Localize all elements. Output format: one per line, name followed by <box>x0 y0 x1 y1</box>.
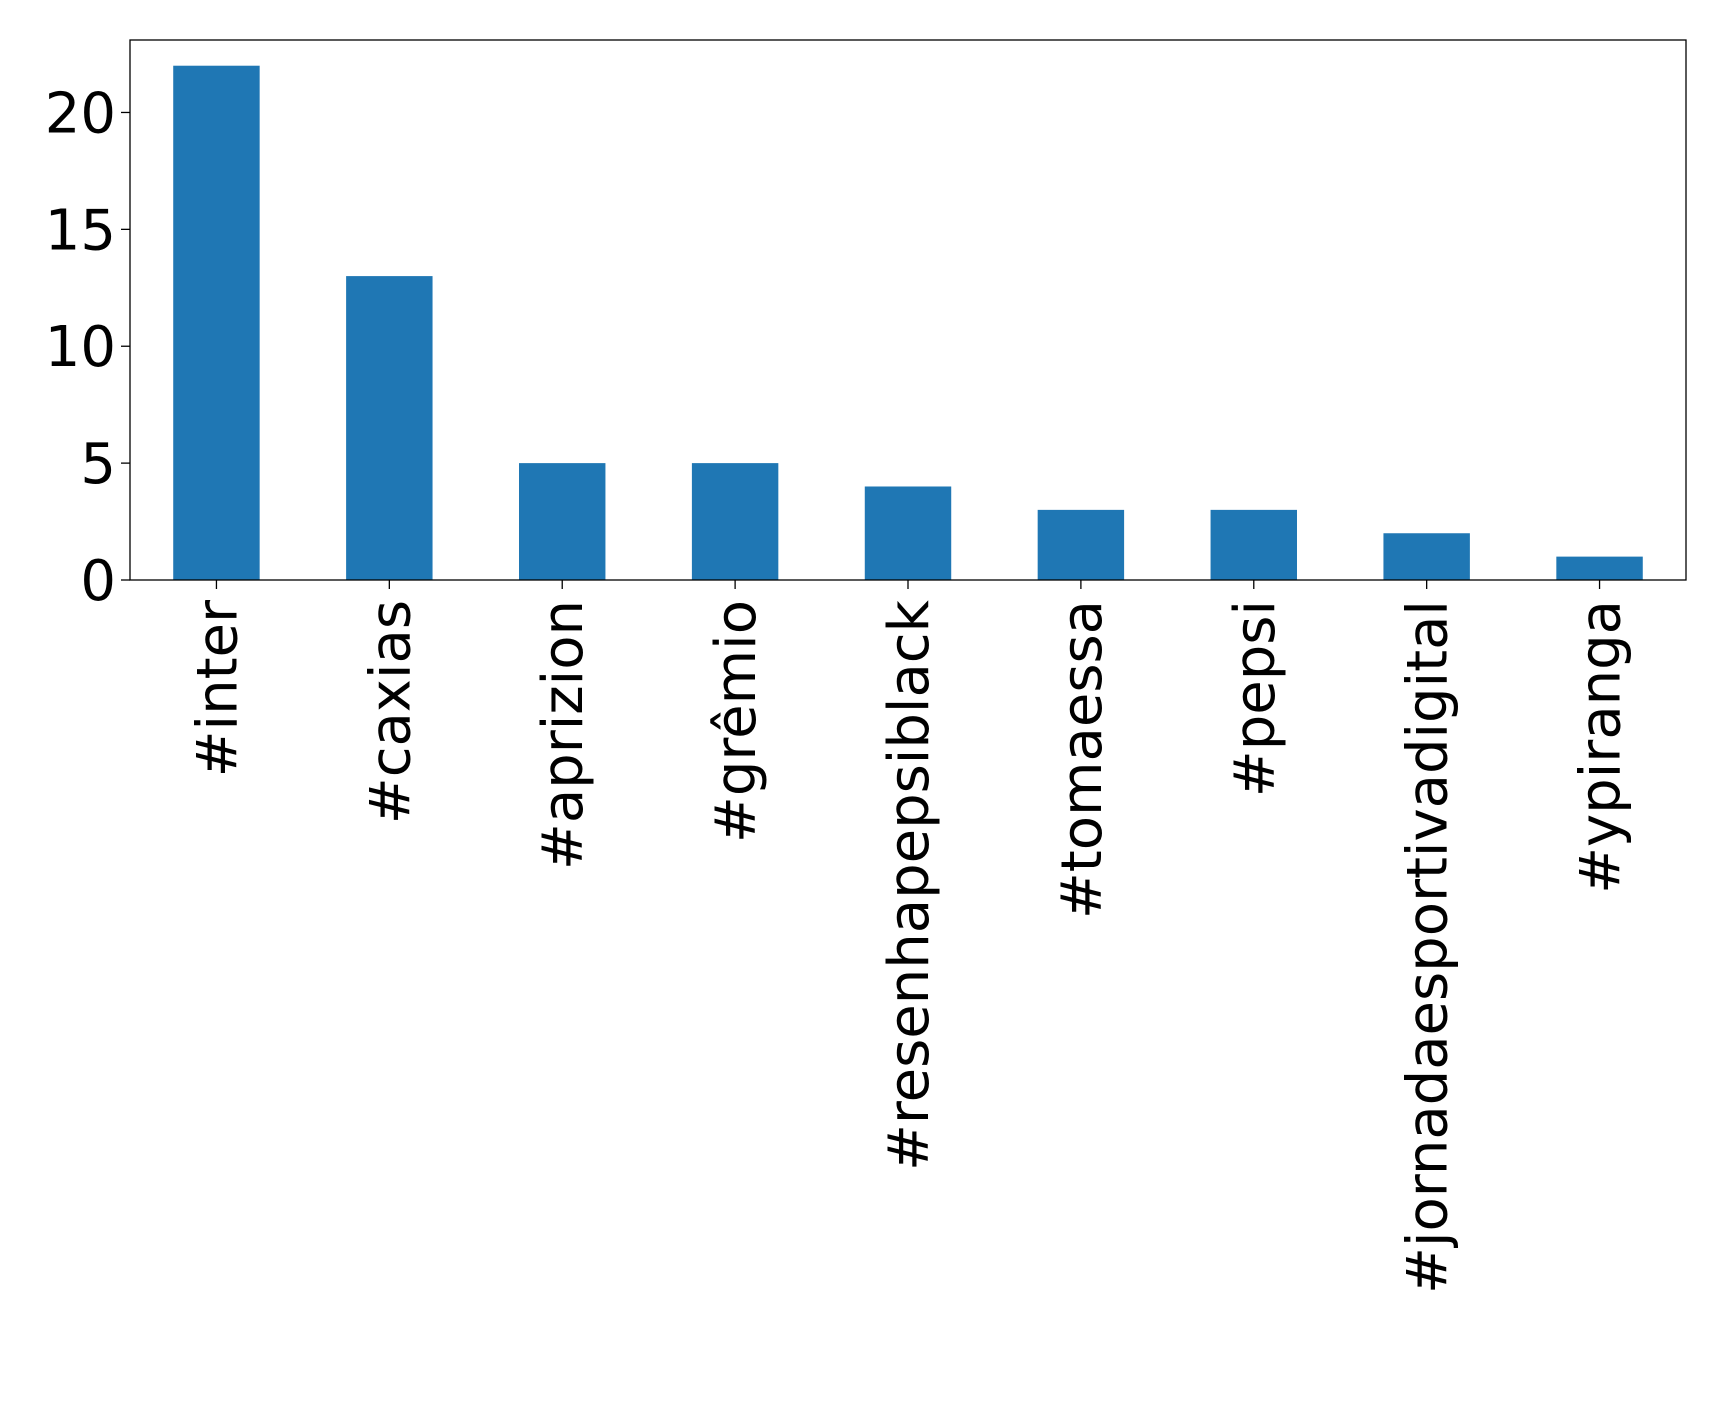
x-tick-label-ypiranga: #ypiranga <box>1569 600 1634 894</box>
bar-jornadaesportivadigital <box>1383 533 1470 580</box>
bar-inter <box>173 65 260 580</box>
x-tick-label-inter: #inter <box>185 599 250 777</box>
bars-layer <box>173 65 1643 580</box>
bar-gremio <box>691 463 779 580</box>
bar-tomaessa <box>1037 509 1125 580</box>
bar-resenhapepsiblack <box>864 486 952 580</box>
y-tick-label-0: 0 <box>80 549 116 614</box>
y-tick-label-20: 20 <box>45 81 116 146</box>
x-tick-label-pepsi: #pepsi <box>1223 600 1288 797</box>
y-axis: 0 5 10 15 20 <box>45 81 130 614</box>
x-axis: #inter #caxias #aprizion #grêmio #resenhapep… <box>185 580 1634 1294</box>
bar-caxias <box>346 276 433 580</box>
x-tick-label-gremio: #grêmio <box>704 600 769 843</box>
x-tick-label-aprizion: #aprizion <box>531 600 596 870</box>
y-tick-label-5: 5 <box>80 432 116 497</box>
x-tick-label-resenhapepsiblack: #resenhapepsiblack <box>877 599 942 1171</box>
bar-pepsi <box>1210 509 1297 580</box>
bar-ypiranga <box>1556 556 1643 580</box>
x-tick-label-tomaessa: #tomaessa <box>1050 600 1115 919</box>
plot-frame <box>129 39 1687 581</box>
x-tick-label-caxias: #caxias <box>358 600 423 824</box>
bar-aprizion <box>519 463 606 580</box>
y-tick-label-15: 15 <box>45 198 116 263</box>
x-tick-label-jornadaesportivadigital: #jornadaesportivadigital <box>1396 600 1461 1294</box>
y-tick-label-10: 10 <box>45 315 116 380</box>
